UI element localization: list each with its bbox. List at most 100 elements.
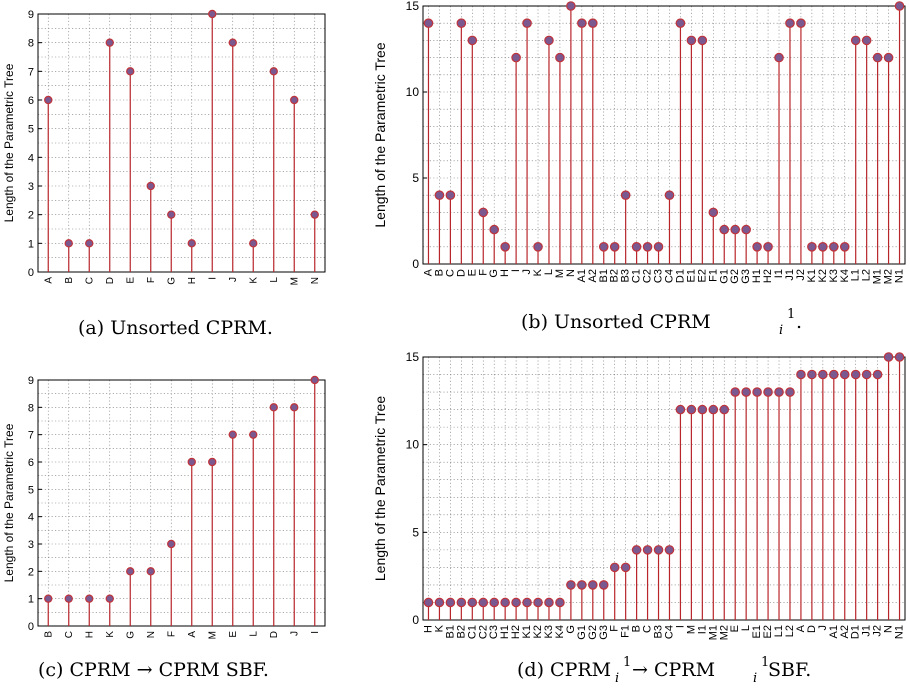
x-tick-label: M1: [872, 269, 884, 284]
svg-text:SBF.: SBF.: [768, 659, 811, 681]
x-tick-label: N1: [894, 625, 906, 639]
marker-B1: [598, 242, 609, 252]
x-tick-label: K: [532, 268, 544, 276]
marker-M: [686, 404, 697, 415]
marker-B3: [620, 190, 631, 200]
marker-H: [187, 239, 196, 248]
marker-L2: [785, 387, 795, 397]
marker-A1: [577, 18, 587, 28]
marker-J2: [796, 18, 806, 28]
marker-N: [883, 352, 894, 362]
x-tick-label: G1: [576, 625, 588, 640]
x-tick-label: H: [499, 269, 511, 277]
y-axis-label: Length of the Parametric Tree: [2, 63, 16, 222]
y-tick-label: 8: [28, 38, 34, 50]
x-tick-label: B: [433, 269, 445, 276]
x-tick-label: A: [43, 277, 54, 284]
marker-B3: [653, 545, 664, 555]
y-tick-label: 2: [28, 566, 34, 578]
marker-B2: [456, 597, 467, 608]
x-tick-label: A2: [587, 269, 599, 282]
x-tick-label: K1: [521, 625, 533, 638]
x-tick-label: F: [166, 631, 177, 637]
x-tick-label: C3: [488, 625, 500, 639]
x-tick-label: K3: [543, 625, 555, 638]
y-tick-label: 5: [412, 525, 419, 539]
caption-d-main: (d) CPRM: [517, 659, 611, 681]
marker-K: [249, 239, 258, 248]
marker-G1: [577, 580, 587, 590]
marker-C4: [664, 545, 675, 555]
x-tick-label: E1: [751, 625, 763, 638]
caption-d: (d) CPRM i 1 → CPRM i 1 SBF.: [517, 655, 811, 686]
x-tick-label: L: [543, 269, 555, 275]
x-tick-label: I1: [696, 625, 708, 634]
svg-text:→ CPRM: → CPRM: [632, 659, 715, 681]
marker-G: [167, 210, 176, 219]
marker-A2: [587, 18, 598, 28]
x-tick-label: L: [269, 277, 280, 283]
marker-D: [269, 403, 278, 412]
x-tick-label: C2: [642, 269, 654, 283]
caption-b-sup: 1: [787, 307, 795, 322]
marker-D: [105, 38, 114, 47]
x-tick-label: M2: [883, 269, 895, 284]
marker-C: [445, 190, 456, 200]
marker-E: [126, 67, 135, 76]
marker-K2: [533, 597, 543, 608]
marker-K: [533, 242, 543, 252]
x-tick-label: B3: [620, 269, 632, 282]
marker-I: [675, 404, 686, 415]
svg-text:(b) Unsorted CPRM: (b) Unsorted CPRM: [521, 311, 711, 333]
x-tick-label: B1: [444, 625, 456, 638]
x-tick-label: K: [248, 277, 259, 284]
x-tick-label: K4: [554, 625, 566, 638]
y-tick-label: 7: [28, 66, 34, 78]
x-tick-label: A: [795, 624, 807, 632]
marker-B: [631, 545, 642, 555]
marker-A2: [839, 369, 850, 380]
x-tick-label: F1: [707, 269, 719, 282]
y-tick-label: 10: [406, 85, 420, 99]
marker-I: [310, 375, 319, 385]
y-tick-label: 9: [28, 9, 34, 21]
marker-K1: [807, 242, 817, 252]
x-tick-label: K2: [817, 269, 829, 282]
x-tick-label: B: [631, 625, 643, 632]
caption-a: (a) Unsorted CPRM.: [78, 317, 273, 339]
marker-C1: [631, 242, 642, 252]
x-tick-label: D: [455, 269, 467, 277]
marker-G: [489, 224, 500, 235]
x-tick-label: M: [554, 269, 566, 278]
marker-J2: [872, 369, 883, 380]
x-tick-label: M: [685, 625, 697, 634]
x-tick-label: A2: [839, 625, 851, 638]
x-tick-label: C: [444, 269, 456, 277]
x-tick-label: J: [817, 625, 829, 631]
caption-d-mid: → CPRM: [632, 659, 715, 681]
x-tick-label: M: [289, 277, 300, 285]
svg-text:1: 1: [787, 307, 795, 322]
caption-b-tail: .: [796, 311, 802, 333]
x-tick-label: L2: [861, 269, 873, 281]
marker-J: [290, 403, 299, 412]
x-tick-label: I1: [773, 269, 785, 278]
x-tick-label: H: [84, 631, 95, 638]
x-tick-label: L: [740, 625, 752, 631]
x-tick-label: I: [207, 277, 218, 280]
marker-C4: [664, 190, 675, 200]
marker-E1: [686, 35, 697, 46]
marker-H2: [763, 242, 773, 252]
x-tick-label: D1: [850, 625, 862, 639]
marker-B: [64, 239, 73, 248]
x-tick-label: I: [310, 631, 321, 634]
caption-b: (b) Unsorted CPRM i 1 .: [521, 307, 802, 338]
y-tick-label: 15: [406, 350, 420, 364]
marker-F: [146, 181, 155, 191]
x-tick-label: H: [422, 625, 434, 633]
y-tick-label: 15: [406, 0, 420, 13]
marker-L: [249, 430, 258, 439]
marker-N1: [894, 1, 905, 11]
marker-K: [105, 594, 114, 603]
